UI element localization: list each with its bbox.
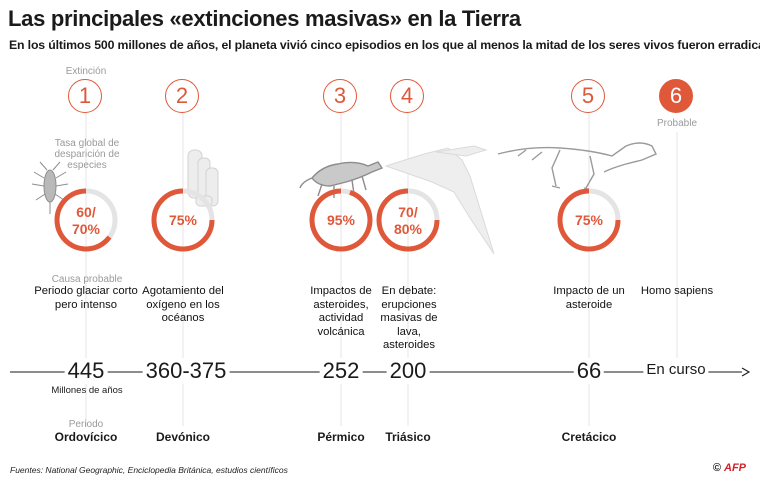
rate-label: Tasa global de desparición de especies [54,138,120,171]
probable-label: Probable [656,118,698,129]
year-2: 360-375 [142,358,230,384]
afp-logo: AFP [724,462,746,474]
rate-dial-arc-3 [309,188,373,252]
rate-dial-arc-5 [557,188,621,252]
period-4: Triásico [385,430,431,444]
millions-label: Millones de años [51,385,123,396]
extinction-number-5: 5 [571,79,605,113]
cause-label: Causa probable [51,274,123,285]
rate-value-4: 70/ 80% [393,204,423,237]
rate-value-3: 95% [326,212,356,228]
rate-dial-arc-1 [54,188,112,252]
extinction-label: Extinción [65,66,107,77]
rate-dial-arc-4 [376,188,440,252]
cause-6: Homo sapiens [640,285,714,297]
period-2: Devónico [155,430,210,444]
cause-3: Impactos de asteroides, actividad volcán… [310,285,372,338]
cause-2: Agotamiento del oxígeno en los océanos [142,285,224,324]
year-4: 200 [386,358,430,384]
extinction-number-3: 3 [323,79,357,113]
extinction-number-4: 4 [390,79,424,113]
dinosaur-skeleton-illustration [497,142,657,191]
cause-1: Periodo glaciar corto pero intenso [34,285,138,311]
page-subtitle: En los últimos 500 millones de años, el … [9,38,760,52]
year-6: En curso [643,361,709,378]
rate-dial-arc-2 [151,188,215,252]
copyright-symbol: © [712,462,721,474]
extinction-number-1: 1 [68,79,102,113]
rate-value-2: 75% [168,212,198,228]
period-3: Pérmico [317,430,365,444]
period-5: Cretácico [561,430,617,444]
pterosaur-illustration [384,145,495,255]
period-label: Periodo [68,419,104,430]
cause-4: En debate: erupciones masivas de lava, a… [380,285,438,351]
timeline-arrowhead [741,367,751,377]
cause-5: Impacto de un asteroide [553,285,625,311]
extinction-number-2: 2 [165,79,199,113]
page-title: Las principales «extinciones masivas» en… [8,6,521,31]
rate-value-1: 60/ 70% [71,204,101,237]
year-3: 252 [319,358,363,384]
rate-value-5: 75% [574,212,604,228]
copyright-afp: © AFP [713,462,746,474]
devonian-fossil-illustration [187,149,219,207]
year-5: 66 [573,358,605,384]
year-1: 445 [64,358,108,384]
sources-note: Fuentes: National Geographic, Encicloped… [10,465,288,475]
extinction-number-6: 6 [659,79,693,113]
period-1: Ordovícico [54,430,118,444]
